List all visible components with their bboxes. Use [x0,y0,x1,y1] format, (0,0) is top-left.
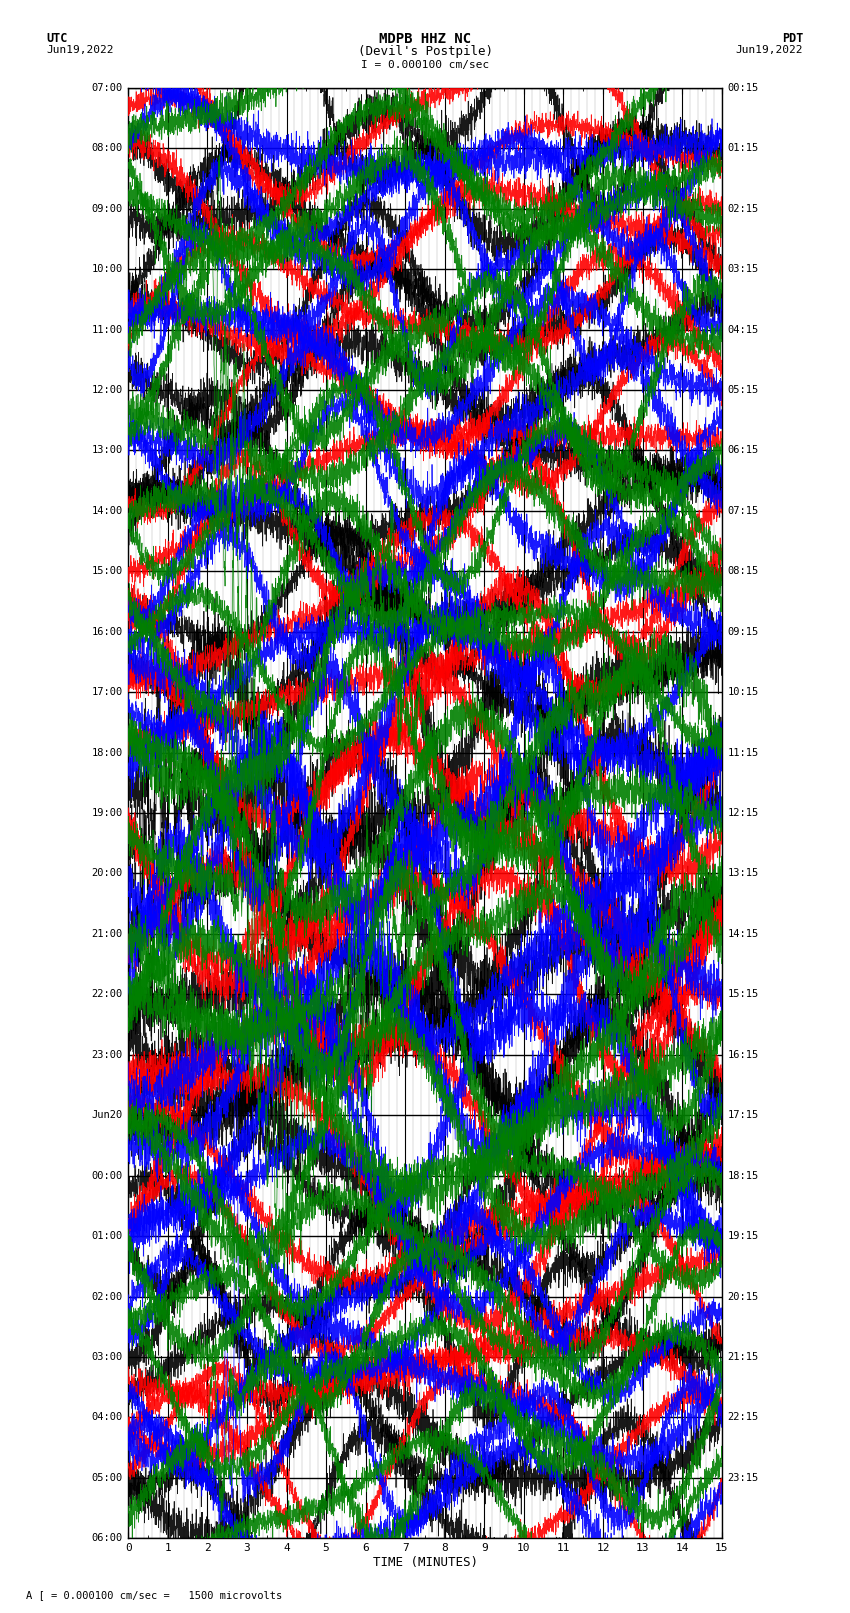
Text: 03:00: 03:00 [92,1352,122,1361]
Text: 09:15: 09:15 [728,627,758,637]
Text: 18:15: 18:15 [728,1171,758,1181]
Text: 00:15: 00:15 [728,82,758,92]
Text: A [ = 0.000100 cm/sec =   1500 microvolts: A [ = 0.000100 cm/sec = 1500 microvolts [26,1590,281,1600]
Text: 07:15: 07:15 [728,506,758,516]
Text: 05:15: 05:15 [728,386,758,395]
Text: 08:00: 08:00 [92,144,122,153]
Text: 12:00: 12:00 [92,386,122,395]
Text: 19:00: 19:00 [92,808,122,818]
Text: 02:15: 02:15 [728,203,758,213]
Text: 08:15: 08:15 [728,566,758,576]
Text: 13:00: 13:00 [92,445,122,455]
Text: 09:00: 09:00 [92,203,122,213]
Text: 15:15: 15:15 [728,989,758,1000]
Text: PDT: PDT [782,32,803,45]
Text: 21:00: 21:00 [92,929,122,939]
Text: I = 0.000100 cm/sec: I = 0.000100 cm/sec [361,60,489,69]
Text: Jun19,2022: Jun19,2022 [47,45,114,55]
Text: 23:15: 23:15 [728,1473,758,1482]
Text: Jun20: Jun20 [92,1110,122,1121]
Text: 22:15: 22:15 [728,1413,758,1423]
Text: (Devil's Postpile): (Devil's Postpile) [358,45,492,58]
Text: 10:00: 10:00 [92,265,122,274]
Text: 01:15: 01:15 [728,144,758,153]
Text: 10:15: 10:15 [728,687,758,697]
Text: 23:00: 23:00 [92,1050,122,1060]
Text: 17:15: 17:15 [728,1110,758,1121]
X-axis label: TIME (MINUTES): TIME (MINUTES) [372,1557,478,1569]
Text: 14:00: 14:00 [92,506,122,516]
Text: 03:15: 03:15 [728,265,758,274]
Text: Jun19,2022: Jun19,2022 [736,45,803,55]
Text: 00:00: 00:00 [92,1171,122,1181]
Text: 11:00: 11:00 [92,324,122,334]
Text: 18:00: 18:00 [92,747,122,758]
Text: 13:15: 13:15 [728,868,758,879]
Text: 21:15: 21:15 [728,1352,758,1361]
Text: 02:00: 02:00 [92,1292,122,1302]
Text: 22:00: 22:00 [92,989,122,1000]
Text: 17:00: 17:00 [92,687,122,697]
Text: 14:15: 14:15 [728,929,758,939]
Text: 07:00: 07:00 [92,82,122,92]
Text: MDPB HHZ NC: MDPB HHZ NC [379,32,471,47]
Text: 12:15: 12:15 [728,808,758,818]
Text: 16:00: 16:00 [92,627,122,637]
Text: 20:15: 20:15 [728,1292,758,1302]
Text: 01:00: 01:00 [92,1231,122,1240]
Text: 04:15: 04:15 [728,324,758,334]
Text: 20:00: 20:00 [92,868,122,879]
Text: UTC: UTC [47,32,68,45]
Text: 19:15: 19:15 [728,1231,758,1240]
Text: 04:00: 04:00 [92,1413,122,1423]
Text: 16:15: 16:15 [728,1050,758,1060]
Text: 05:00: 05:00 [92,1473,122,1482]
Text: 11:15: 11:15 [728,747,758,758]
Text: 06:15: 06:15 [728,445,758,455]
Text: 15:00: 15:00 [92,566,122,576]
Text: 06:00: 06:00 [92,1534,122,1544]
